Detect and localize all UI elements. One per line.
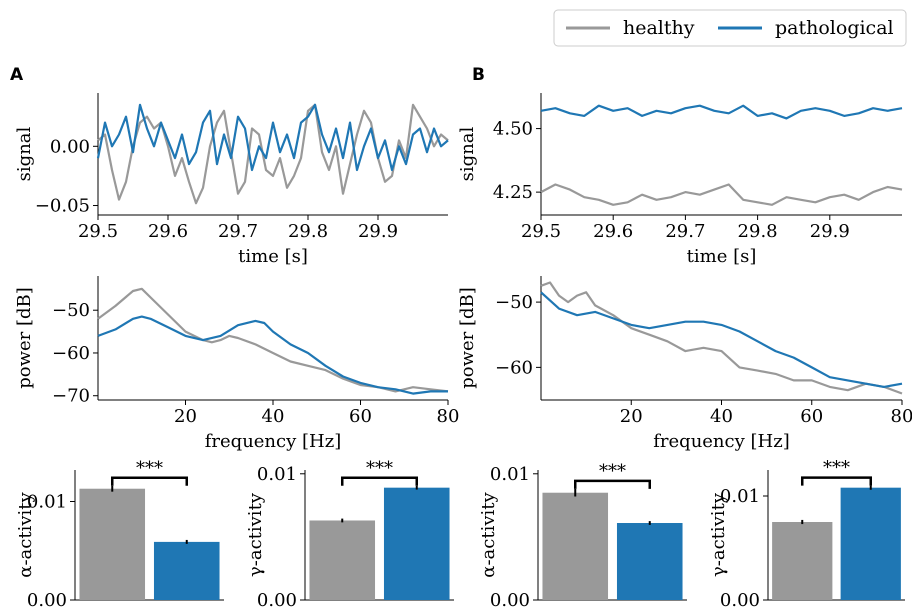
chart-A-alpha: 0.00 0.01α-activity ***	[15, 458, 224, 610]
B-alpha-ytick-label: 0.00	[490, 590, 530, 610]
A-signal-ytick-label: 0.00	[50, 136, 90, 157]
B-alpha-ylabel: α-activity	[478, 491, 499, 577]
B-alpha-bar-healthy	[542, 492, 609, 600]
chart-B-signal: 4.25 4.50 signal 29.5 29.6 29.7 29.8 29.9 time […	[457, 93, 903, 267]
A-signal-xlabel: time [s]	[238, 246, 308, 267]
A-power-ytick-label: −70	[52, 386, 90, 407]
B-alpha-significance-label: ***	[599, 461, 626, 482]
A-gamma-significance-bracket	[341, 476, 418, 486]
A-signal-ylabel: signal	[14, 126, 35, 181]
A-signal-series-pathological	[96, 103, 449, 172]
B-power-xtick-label: 40	[710, 406, 733, 427]
A-alpha-bar-healthy	[79, 488, 146, 600]
chart-B-power: −50 −60 power [dB] 20 40 60 80 frequency [Hz]	[457, 276, 912, 452]
A-gamma-bar-pathological	[383, 487, 450, 600]
B-signal-ylabel: signal	[457, 126, 478, 181]
B-signal-xtick-label: 29.7	[665, 221, 705, 242]
A-power-series-healthy	[97, 287, 449, 393]
legend-healthy-label: healthy	[623, 17, 695, 39]
B-alpha-bar-pathological	[616, 523, 683, 600]
B-power-xlabel: frequency [Hz]	[653, 431, 789, 452]
A-power-xtick-label: 60	[349, 406, 372, 427]
A-gamma-significance-label: ***	[366, 458, 393, 479]
A-power-xlabel: frequency [Hz]	[205, 431, 341, 452]
A-power-series-pathological	[97, 315, 448, 395]
B-signal-series-pathological	[540, 104, 903, 120]
panel-label-b: B	[472, 65, 485, 85]
chart-B-alpha: 0.00 0.01 α-activity ***	[478, 461, 687, 610]
B-power-ylabel: power [dB]	[457, 287, 478, 389]
panel-label-a: A	[10, 65, 24, 85]
B-signal-xtick-label: 29.5	[521, 221, 561, 242]
A-signal-xtick-label: 29.8	[288, 221, 328, 242]
B-gamma-ytick-label: 0.01	[720, 486, 760, 507]
B-power-xtick-label: 20	[620, 406, 643, 427]
B-power-xtick-label: 80	[891, 406, 912, 427]
A-alpha-ytick-label: 0.00	[27, 590, 67, 610]
B-power-xtick-label: 60	[800, 406, 823, 427]
A-signal-xtick-label: 29.5	[78, 221, 118, 242]
B-power-series-healthy	[540, 281, 903, 395]
A-power-xtick-label: 40	[262, 406, 285, 427]
A-power-ytick-label: −50	[52, 300, 90, 321]
B-signal-ytick-label: 4.25	[493, 182, 533, 203]
B-gamma-ylabel: γ-activity	[708, 492, 729, 577]
A-signal-xtick-label: 29.9	[358, 221, 398, 242]
A-signal-xtick-label: 29.7	[218, 221, 258, 242]
legend-pathological-label: pathological	[775, 17, 894, 39]
B-signal-xtick-label: 29.9	[810, 221, 850, 242]
A-signal-xtick-label: 29.6	[148, 221, 188, 242]
A-signal-ytick-label: −0.05	[35, 196, 90, 217]
B-signal-xlabel: time [s]	[687, 246, 757, 267]
A-power-xtick-label: 80	[437, 406, 460, 427]
A-alpha-ylabel: α-activity	[15, 491, 36, 577]
A-power-ytick-label: −60	[52, 343, 90, 364]
B-power-ytick-label: −50	[495, 292, 533, 313]
A-alpha-significance-bracket	[111, 476, 188, 486]
A-alpha-bar-pathological	[153, 541, 220, 600]
B-power-ytick-label: −60	[495, 357, 533, 378]
B-gamma-ytick-label: 0.00	[720, 590, 760, 610]
A-gamma-ytick-label: 0.00	[257, 590, 297, 610]
B-signal-ytick-label: 4.50	[493, 119, 533, 140]
B-gamma-bar-healthy	[772, 522, 833, 600]
B-gamma-significance-label: ***	[823, 458, 850, 479]
A-power-xtick-label: 20	[174, 406, 197, 427]
B-signal-series-healthy	[540, 183, 903, 206]
A-gamma-bar-healthy	[309, 520, 376, 600]
B-alpha-significance-bracket	[574, 479, 651, 489]
B-signal-xtick-label: 29.6	[593, 221, 633, 242]
A-alpha-significance-label: ***	[136, 458, 163, 479]
chart-A-power: −50 −60 −70 power [dB] 20 40 60 80 frequency [Hz…	[14, 276, 459, 452]
B-alpha-ytick-label: 0.01	[490, 464, 530, 485]
chart-A-gamma: 0.00 0.01 γ-activity ***	[245, 458, 454, 610]
B-gamma-significance-bracket	[801, 476, 872, 486]
B-power-series-pathological	[540, 291, 903, 388]
B-signal-xtick-label: 29.8	[738, 221, 778, 242]
legend: healthy pathological	[553, 9, 907, 47]
A-power-ylabel: power [dB]	[14, 287, 35, 389]
B-gamma-bar-pathological	[840, 487, 901, 600]
chart-B-gamma: 0.00 0.01γ-activity ***	[708, 458, 905, 610]
A-signal-series-healthy	[97, 103, 449, 205]
A-alpha-ytick-label: 0.01	[27, 492, 67, 513]
A-gamma-ytick-label: 0.01	[257, 464, 297, 485]
A-gamma-ylabel: γ-activity	[245, 492, 266, 577]
